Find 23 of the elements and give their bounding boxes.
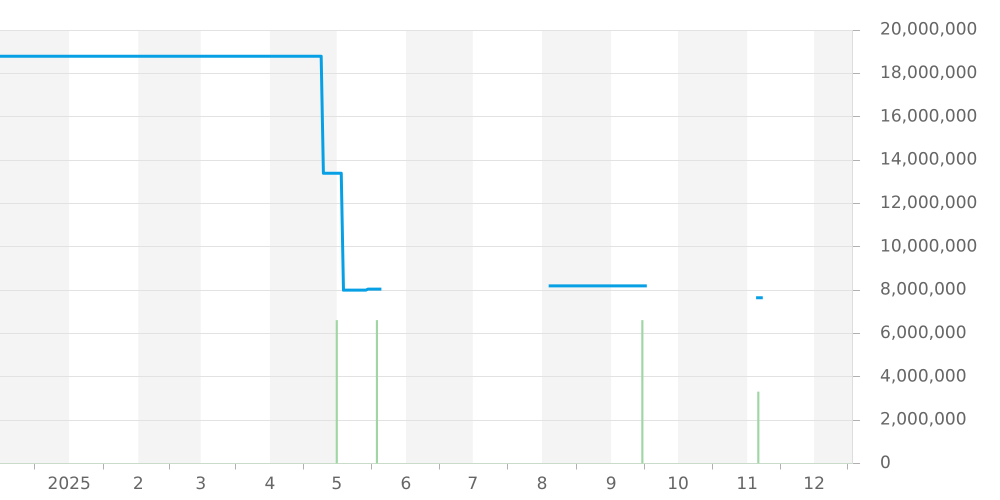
y-tick-label: 12,000,000 [880, 192, 978, 213]
y-tick-label: 8,000,000 [880, 280, 967, 300]
x-tick-label: 12 [803, 474, 825, 494]
y-tick-label: 6,000,000 [880, 322, 967, 343]
y-tick-label: 4,000,000 [880, 366, 967, 386]
x-tick-label: 3 [195, 474, 206, 494]
y-tick-label: 10,000,000 [880, 236, 978, 256]
y-tick-label: 20,000,000 [880, 20, 978, 40]
y-tick-label: 2,000,000 [880, 410, 967, 430]
x-tick-label: 9 [606, 474, 617, 494]
x-tick-label: 7 [467, 474, 478, 494]
y-tick-label: 0 [880, 452, 891, 473]
y-tick-label: 18,000,000 [880, 62, 978, 83]
x-tick-label: 6 [400, 474, 412, 494]
x-tick-label: 2 [132, 474, 144, 494]
x-tick-label: 8 [536, 474, 548, 494]
x-tick-label: 5 [331, 474, 342, 494]
x-tick-label: 4 [264, 474, 276, 494]
x-tick-label: 2025 [48, 474, 91, 494]
y-tick-label: 16,000,000 [880, 106, 978, 126]
x-tick-label: 11 [736, 474, 758, 494]
y-tick-label: 14,000,000 [880, 150, 978, 170]
x-tick-label: 10 [667, 474, 689, 494]
